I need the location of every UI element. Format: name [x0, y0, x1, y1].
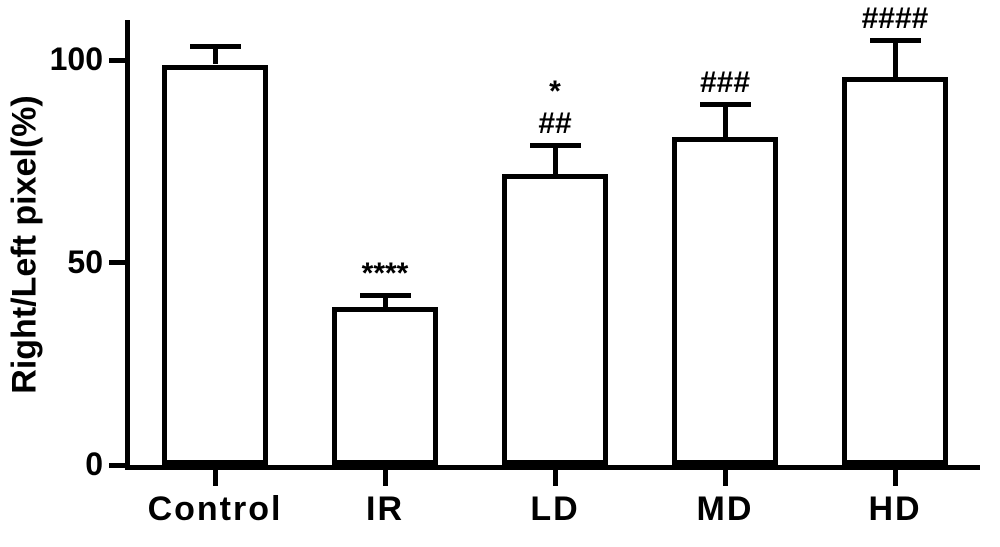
- significance-label: *##: [470, 76, 640, 139]
- y-tick: [109, 463, 125, 468]
- error-bar: [893, 40, 898, 76]
- significance-line: ****: [300, 258, 470, 290]
- error-bar: [213, 46, 218, 64]
- plot-area: 050100Right/Left pixel(%)ControlIR****LD…: [130, 20, 980, 465]
- chart-container: 050100Right/Left pixel(%)ControlIR****LD…: [0, 0, 1000, 547]
- x-label: IR: [300, 490, 470, 529]
- y-tick: [109, 58, 125, 63]
- x-tick: [553, 470, 558, 486]
- x-tick: [383, 470, 388, 486]
- bar: [842, 77, 947, 465]
- bar: [162, 65, 267, 466]
- significance-line: ####: [810, 3, 980, 35]
- error-bar: [723, 105, 728, 137]
- significance-label: ####: [810, 3, 980, 35]
- significance-label: ****: [300, 258, 470, 290]
- error-cap: [190, 44, 241, 49]
- bar: [672, 137, 777, 465]
- y-tick: [109, 260, 125, 265]
- y-axis: [125, 20, 130, 470]
- significance-line: ##: [470, 108, 640, 140]
- x-tick: [893, 470, 898, 486]
- x-label: HD: [810, 490, 980, 529]
- error-cap: [870, 38, 921, 43]
- x-tick: [723, 470, 728, 486]
- bar: [332, 307, 437, 465]
- y-axis-title: Right/Left pixel(%): [6, 44, 45, 444]
- y-tick-label: 0: [23, 446, 103, 483]
- error-bar: [553, 145, 558, 173]
- significance-line: ###: [640, 67, 810, 99]
- error-cap: [360, 293, 411, 298]
- x-label: MD: [640, 490, 810, 529]
- x-label: Control: [130, 490, 300, 529]
- significance-line: *: [470, 76, 640, 108]
- bar: [502, 174, 607, 465]
- x-label: LD: [470, 490, 640, 529]
- error-cap: [700, 102, 751, 107]
- error-cap: [530, 143, 581, 148]
- x-tick: [213, 470, 218, 486]
- significance-label: ###: [640, 67, 810, 99]
